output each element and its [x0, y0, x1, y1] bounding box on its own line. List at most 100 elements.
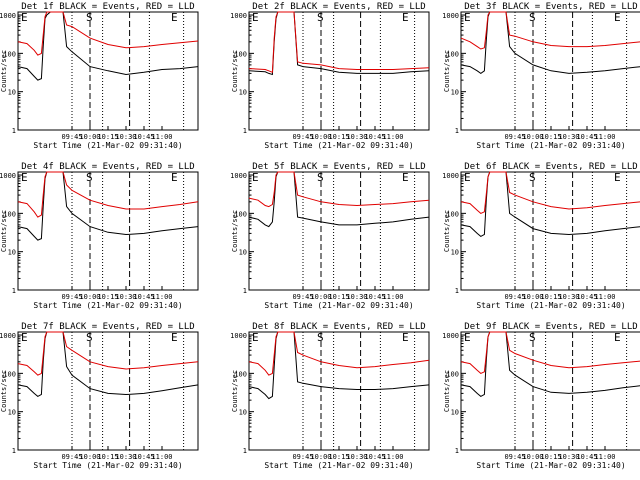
y-tick-label: 10 [8, 89, 16, 97]
y-tick-label: 1000 [0, 12, 16, 20]
x-tick-label: 10:00 [79, 133, 100, 141]
marker-e-left: E [21, 331, 28, 344]
x-tick-label: 11:00 [382, 293, 403, 301]
chart-title: Det 4f BLACK = Events, RED = LLD [21, 162, 194, 172]
y-tick-label: 1000 [230, 172, 247, 180]
x-axis-label: Start Time (21-Mar-02 09:31:40) [476, 461, 625, 470]
x-tick-label: 11:00 [594, 453, 615, 461]
x-tick-label: 10:45 [576, 133, 597, 141]
y-tick-label: 10 [239, 409, 247, 417]
plot-frame [17, 171, 199, 291]
y-tick-label: 10 [451, 409, 459, 417]
x-tick-label: 11:00 [382, 453, 403, 461]
y-tick-label: 100 [234, 210, 247, 218]
events-series-line [248, 11, 430, 76]
plot-frame [460, 331, 640, 451]
marker-e-left: E [252, 171, 259, 184]
x-tick-label: 10:30 [346, 453, 367, 461]
y-tick-label: 1 [455, 447, 459, 455]
x-tick-label: 10:00 [79, 453, 100, 461]
x-tick-label: 11:00 [382, 133, 403, 141]
marker-s: S [529, 11, 536, 24]
x-tick-label: 10:30 [558, 293, 579, 301]
y-axis-label: Counts/sec [443, 210, 451, 252]
x-tick-label: 11:00 [594, 133, 615, 141]
lld-series-line [17, 171, 199, 218]
lld-series-line [17, 11, 199, 56]
y-tick-label: 100 [446, 50, 459, 58]
marker-e-right: E [402, 171, 409, 184]
events-series-line [460, 171, 640, 237]
x-axis-label: Start Time (21-Mar-02 09:31:40) [476, 301, 625, 310]
chart-panel-8: Det 8f BLACK = Events, RED = LLD 1 10 100 10… [230, 322, 430, 470]
x-tick-label: 10:30 [346, 133, 367, 141]
x-tick-label: 11:00 [151, 293, 172, 301]
events-series-line [17, 331, 199, 397]
y-tick-label: 1000 [0, 332, 16, 340]
x-tick-label: 10:45 [576, 293, 597, 301]
x-tick-label: 10:30 [558, 453, 579, 461]
chart-title: Det 3f BLACK = Events, RED = LLD [464, 2, 637, 12]
x-tick-label: 09:45 [292, 453, 313, 461]
x-tick-label: 10:30 [346, 293, 367, 301]
lld-series-line [460, 331, 640, 374]
x-tick-label: 10:00 [522, 133, 543, 141]
marker-s: S [529, 331, 536, 344]
y-tick-label: 10 [451, 249, 459, 257]
y-tick-label: 10 [8, 249, 16, 257]
y-tick-label: 1 [243, 287, 247, 295]
x-tick-label: 10:15 [328, 453, 349, 461]
x-tick-label: 10:45 [364, 133, 385, 141]
x-tick-label: 10:00 [310, 133, 331, 141]
x-axis-label: Start Time (21-Mar-02 09:31:40) [33, 461, 182, 470]
x-axis-label: Start Time (21-Mar-02 09:31:40) [264, 141, 413, 150]
marker-e-right: E [171, 331, 178, 344]
x-axis-label: Start Time (21-Mar-02 09:31:40) [264, 301, 413, 310]
x-tick-label: 10:30 [115, 293, 136, 301]
chart-title: Det 7f BLACK = Events, RED = LLD [21, 322, 194, 332]
y-tick-label: 1000 [442, 12, 459, 20]
y-tick-label: 1 [12, 287, 16, 295]
x-tick-label: 10:00 [310, 293, 331, 301]
plot-frame [248, 171, 430, 291]
x-tick-label: 10:15 [97, 293, 118, 301]
events-series-line [17, 171, 199, 241]
chart-panel-5: Det 5f BLACK = Events, RED = LLD 1 10 100 10… [230, 162, 430, 310]
events-series-line [248, 331, 430, 400]
marker-s: S [317, 11, 324, 24]
x-tick-label: 10:45 [133, 293, 154, 301]
y-tick-label: 1 [12, 447, 16, 455]
marker-e-right: E [614, 11, 621, 24]
lld-series-line [17, 331, 199, 376]
marker-e-left: E [21, 171, 28, 184]
y-tick-label: 100 [3, 50, 16, 58]
marker-e-right: E [614, 171, 621, 184]
y-tick-label: 1000 [442, 332, 459, 340]
y-tick-label: 1000 [230, 332, 247, 340]
y-axis-label: Counts/sec [231, 210, 239, 252]
x-tick-label: 10:15 [540, 133, 561, 141]
x-tick-label: 10:45 [364, 453, 385, 461]
x-axis-label: Start Time (21-Mar-02 09:31:40) [33, 141, 182, 150]
chart-panel-6: Det 6f BLACK = Events, RED = LLD 1 10 100 10… [442, 162, 640, 310]
x-tick-label: 09:45 [292, 133, 313, 141]
y-axis-label: Counts/sec [231, 50, 239, 92]
y-tick-label: 1 [12, 127, 16, 135]
y-tick-label: 100 [3, 210, 16, 218]
chart-title: Det 6f BLACK = Events, RED = LLD [464, 162, 637, 172]
chart-panel-2: Det 2f BLACK = Events, RED = LLD 1 10 100 10… [230, 2, 430, 150]
chart-title: Det 5f BLACK = Events, RED = LLD [252, 162, 425, 172]
y-axis-label: Counts/sec [0, 370, 8, 412]
y-tick-label: 100 [3, 370, 16, 378]
plot-frame [248, 11, 430, 131]
marker-s: S [86, 171, 93, 184]
lld-series-line [248, 11, 430, 74]
marker-e-right: E [171, 11, 178, 24]
x-tick-label: 10:30 [558, 133, 579, 141]
chart-panel-1: Det 1f BLACK = Events, RED = LLD 1 10 100 10… [0, 2, 199, 150]
y-tick-label: 1000 [442, 172, 459, 180]
x-axis-label: Start Time (21-Mar-02 09:31:40) [264, 461, 413, 470]
y-axis-label: Counts/sec [0, 50, 8, 92]
x-tick-label: 10:00 [310, 453, 331, 461]
